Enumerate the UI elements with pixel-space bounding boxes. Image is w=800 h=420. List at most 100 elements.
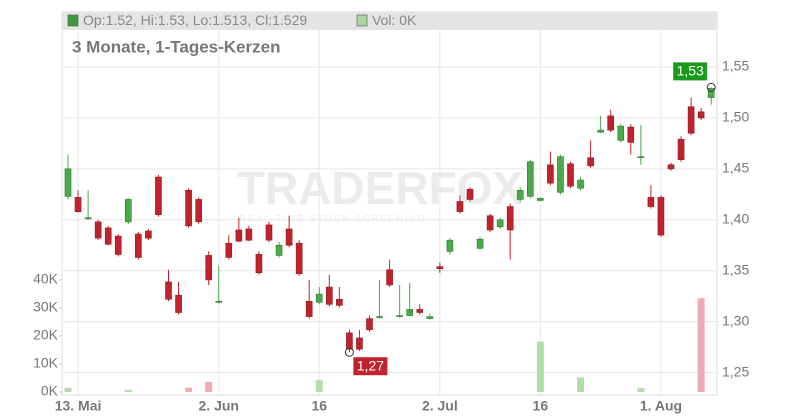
candle-body (235, 229, 243, 242)
candle-body (376, 316, 383, 318)
volume-bar (697, 298, 705, 392)
candle-body (607, 115, 615, 131)
candle-body (436, 266, 444, 269)
x-tick-label: 16 (533, 398, 549, 414)
candle-body (687, 106, 695, 134)
volume-bar (64, 387, 72, 392)
candle-body (84, 217, 92, 220)
candle-body (265, 224, 273, 241)
candle-body (506, 206, 514, 231)
legend-swatch (67, 14, 79, 27)
y-tick-label: 1,50 (722, 109, 749, 125)
candle-body (145, 230, 152, 239)
volume-bar (536, 341, 544, 392)
y-tick-label: 1,25 (722, 363, 749, 379)
volume-bar (185, 387, 193, 392)
x-tick-label: 1. Aug (640, 398, 682, 414)
x-tick-label: 13. Mai (55, 398, 102, 414)
candle-body (114, 235, 122, 255)
candle-body (446, 239, 454, 252)
candle-body (637, 156, 645, 158)
candle-body (557, 156, 564, 193)
extreme-marker (706, 82, 716, 92)
x-tick-label: 2. Jul (422, 398, 458, 414)
candle-body (366, 318, 373, 331)
candle-body (617, 125, 625, 141)
watermark: TRADERFOX (237, 162, 524, 214)
candle-body (245, 228, 253, 241)
candle-body (677, 139, 685, 160)
y-tick-label: 1,45 (722, 160, 749, 176)
candle-body (396, 315, 403, 317)
y-tick-label: 1,35 (722, 261, 749, 277)
candle-body (315, 293, 323, 303)
candle-body (336, 298, 343, 306)
candle-body (356, 337, 363, 350)
candle-body (587, 157, 594, 167)
candle-body (325, 286, 333, 305)
foreground-layer: 1,25 1,30 1,35 1,40 1,45 1,50 1,55 0K 10K 20K 30K 4… (33, 12, 749, 414)
candle-body (426, 316, 434, 319)
candle-body (466, 188, 474, 200)
candle-body (195, 199, 202, 223)
candle-body (94, 221, 102, 239)
volume-bar (577, 377, 585, 392)
candle-body (386, 269, 393, 286)
candle-body (496, 219, 504, 228)
candle-body (295, 242, 303, 275)
candle-body (64, 168, 72, 197)
candle-body (285, 228, 293, 246)
watermark-subtitle: REAL-TIME STOCK SCREENING (239, 213, 426, 223)
candle-body (547, 164, 554, 184)
candle-body (537, 198, 544, 201)
candle-body (305, 300, 313, 317)
y-tick-label: 1,55 (722, 58, 749, 74)
candle-body (205, 255, 212, 281)
candle-body (526, 161, 534, 197)
plot-frame (61, 11, 718, 396)
candle-body (225, 242, 233, 258)
candle-body (185, 189, 192, 227)
candle-body (476, 238, 484, 249)
candle-body (215, 300, 223, 303)
legend-label: Vol: 0K (372, 12, 417, 28)
candle-body (135, 233, 142, 258)
candle-body (104, 227, 112, 245)
legend-swatch (356, 14, 368, 27)
candle-body (406, 309, 414, 316)
y2-tick-label: 0K (41, 383, 59, 399)
candle-body (577, 179, 584, 189)
volume-bar (315, 380, 323, 392)
y2-tick-label: 30K (33, 299, 59, 315)
candle-body (165, 281, 172, 300)
extreme-label: 1,27 (357, 357, 384, 373)
candle-body (657, 197, 665, 236)
y2-tick-label: 10K (33, 355, 59, 371)
candle-body (707, 88, 715, 98)
candle-body (155, 176, 162, 216)
candle-body (486, 215, 494, 231)
candle-body (416, 309, 424, 313)
x-tick-label: 16 (311, 398, 327, 414)
candle-body (516, 189, 524, 200)
candle-body (175, 294, 182, 313)
volume-bar (205, 381, 213, 392)
candle-body (346, 332, 353, 350)
header-band (62, 12, 717, 30)
candle-body (647, 197, 655, 207)
candle-body (597, 129, 604, 133)
extreme-label-box (353, 357, 388, 376)
candle-body (627, 126, 635, 143)
candle-body (667, 164, 675, 170)
y2-tick-label: 40K (33, 271, 59, 287)
volume-bar (124, 389, 132, 392)
y-tick-label: 1,40 (722, 211, 749, 227)
subtitle: 3 Monate, 1-Tages-Kerzen (72, 37, 280, 56)
candle-body (456, 201, 464, 212)
candle-body (125, 199, 132, 223)
candle-body (275, 244, 283, 256)
legend-label: Op:1.52, Hi:1.53, Lo:1.513, Cl:1.529 (83, 12, 307, 28)
y-tick-label: 1,30 (722, 312, 749, 328)
